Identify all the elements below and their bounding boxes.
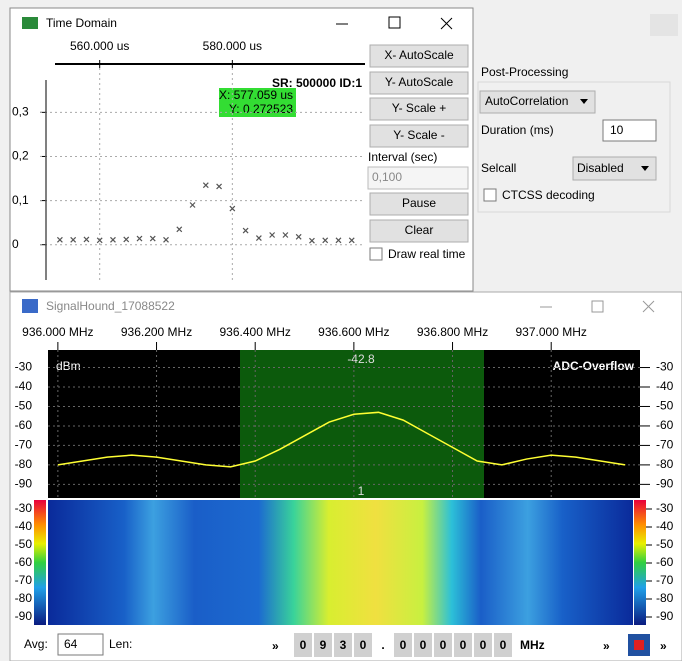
x-tick-label: 936.000 MHz: [22, 325, 93, 339]
x-tick-label: 936.600 MHz: [318, 325, 389, 339]
x-tick-label: 580.000 us: [203, 39, 262, 53]
colorbar-label: -90: [15, 609, 33, 623]
x-tick-label: 936.200 MHz: [121, 325, 192, 339]
x-tick-label: 937.000 MHz: [516, 325, 587, 339]
marker-index: 1: [358, 484, 365, 498]
overflow-label: ADC-Overflow: [553, 359, 635, 373]
y-tick-label: 0,3: [12, 105, 29, 119]
channel-band: [240, 350, 484, 498]
dropdown-value[interactable]: Disabled: [577, 161, 624, 175]
colorbar-label: -90: [656, 609, 674, 623]
y-tick-label: -40: [15, 379, 33, 393]
y-tick-label: -80: [656, 457, 674, 471]
button-label[interactable]: X- AutoScale: [384, 48, 454, 62]
colorbar-label: -40: [656, 519, 674, 533]
checkbox-label[interactable]: CTCSS decoding: [502, 188, 595, 202]
interval-value[interactable]: 0,100: [372, 170, 402, 184]
expand[interactable]: »: [660, 639, 667, 653]
cursor-x: X: 577.059 us: [219, 88, 293, 102]
y-tick-label: -90: [15, 477, 33, 491]
avg-label: Avg:: [24, 637, 48, 651]
record-icon: [634, 640, 644, 650]
digit: .: [381, 638, 384, 652]
digit: 0: [300, 638, 307, 652]
frequency-unit: MHz: [520, 638, 545, 652]
panel-close[interactable]: [650, 14, 678, 36]
unit-label: dBm: [56, 359, 81, 373]
marker-value: -42.8: [347, 352, 375, 366]
colorbar-label: -70: [15, 573, 33, 587]
button-label[interactable]: Y- Scale -: [393, 128, 445, 142]
avg-value[interactable]: 64: [64, 637, 78, 651]
window-icon: [22, 299, 38, 313]
x-tick-label: 936.800 MHz: [417, 325, 488, 339]
x-tick-label: 936.400 MHz: [220, 325, 291, 339]
button-label[interactable]: Y- Scale +: [392, 101, 447, 115]
digit: 0: [460, 638, 467, 652]
digit: 0: [480, 638, 487, 652]
digit: 3: [340, 638, 347, 652]
y-tick-label: -70: [15, 438, 33, 452]
y-tick-label: -30: [656, 360, 674, 374]
colorbar-label: -80: [15, 591, 33, 605]
y-tick-label: -60: [656, 418, 674, 432]
checkbox-label[interactable]: Draw real time: [388, 247, 466, 261]
checkbox[interactable]: [370, 248, 382, 260]
y-tick-label: -50: [15, 399, 33, 413]
digit: 0: [500, 638, 507, 652]
colorbar-label: -30: [15, 501, 33, 515]
y-tick-label: -40: [656, 379, 674, 393]
y-tick-label: 0: [12, 237, 19, 251]
duration-value[interactable]: 10: [610, 123, 624, 137]
colorbar: [634, 500, 646, 625]
window-title: SignalHound_17088522: [46, 299, 175, 313]
button-label[interactable]: Y- AutoScale: [385, 75, 454, 89]
waterfall: [48, 500, 633, 625]
dropdown-value[interactable]: AutoCorrelation: [485, 94, 568, 108]
group-title: Post-Processing: [481, 65, 568, 79]
selcall-label: Selcall: [481, 161, 516, 175]
duration-label: Duration (ms): [481, 123, 554, 137]
interval-label: Interval (sec): [368, 150, 437, 164]
digit: 0: [400, 638, 407, 652]
colorbar-label: -70: [656, 573, 674, 587]
expand[interactable]: »: [272, 639, 279, 653]
colorbar-label: -80: [656, 591, 674, 605]
colorbar-label: -40: [15, 519, 33, 533]
colorbar-label: -60: [656, 555, 674, 569]
y-tick-label: 0,2: [12, 149, 29, 163]
screen: Time Domain X- AutoScale Y- AutoScale Y-…: [0, 0, 682, 661]
y-tick-label: -60: [15, 418, 33, 432]
digit: 0: [440, 638, 447, 652]
y-tick-label: -50: [656, 399, 674, 413]
colorbar-label: -50: [656, 537, 674, 551]
y-tick-label: -30: [15, 360, 33, 374]
button-label[interactable]: Clear: [405, 223, 434, 237]
digit: 9: [320, 638, 327, 652]
len-label: Len:: [109, 637, 132, 651]
y-tick-label: -80: [15, 457, 33, 471]
colorbar-label: -50: [15, 537, 33, 551]
colorbar-label: -30: [656, 501, 674, 515]
checkbox[interactable]: [484, 189, 496, 201]
y-tick-label: -70: [656, 438, 674, 452]
digit: 0: [360, 638, 367, 652]
expand[interactable]: »: [603, 639, 610, 653]
colorbar: [34, 500, 46, 625]
x-tick-label: 560.000 us: [70, 39, 129, 53]
y-tick-label: 0,1: [12, 193, 29, 207]
y-tick-label: -90: [656, 477, 674, 491]
window-icon: [22, 17, 38, 29]
button-label[interactable]: Pause: [402, 196, 436, 210]
colorbar-label: -60: [15, 555, 33, 569]
cursor-y: Y: 0.272523: [229, 102, 293, 116]
window-title: Time Domain: [46, 16, 117, 30]
digit: 0: [420, 638, 427, 652]
